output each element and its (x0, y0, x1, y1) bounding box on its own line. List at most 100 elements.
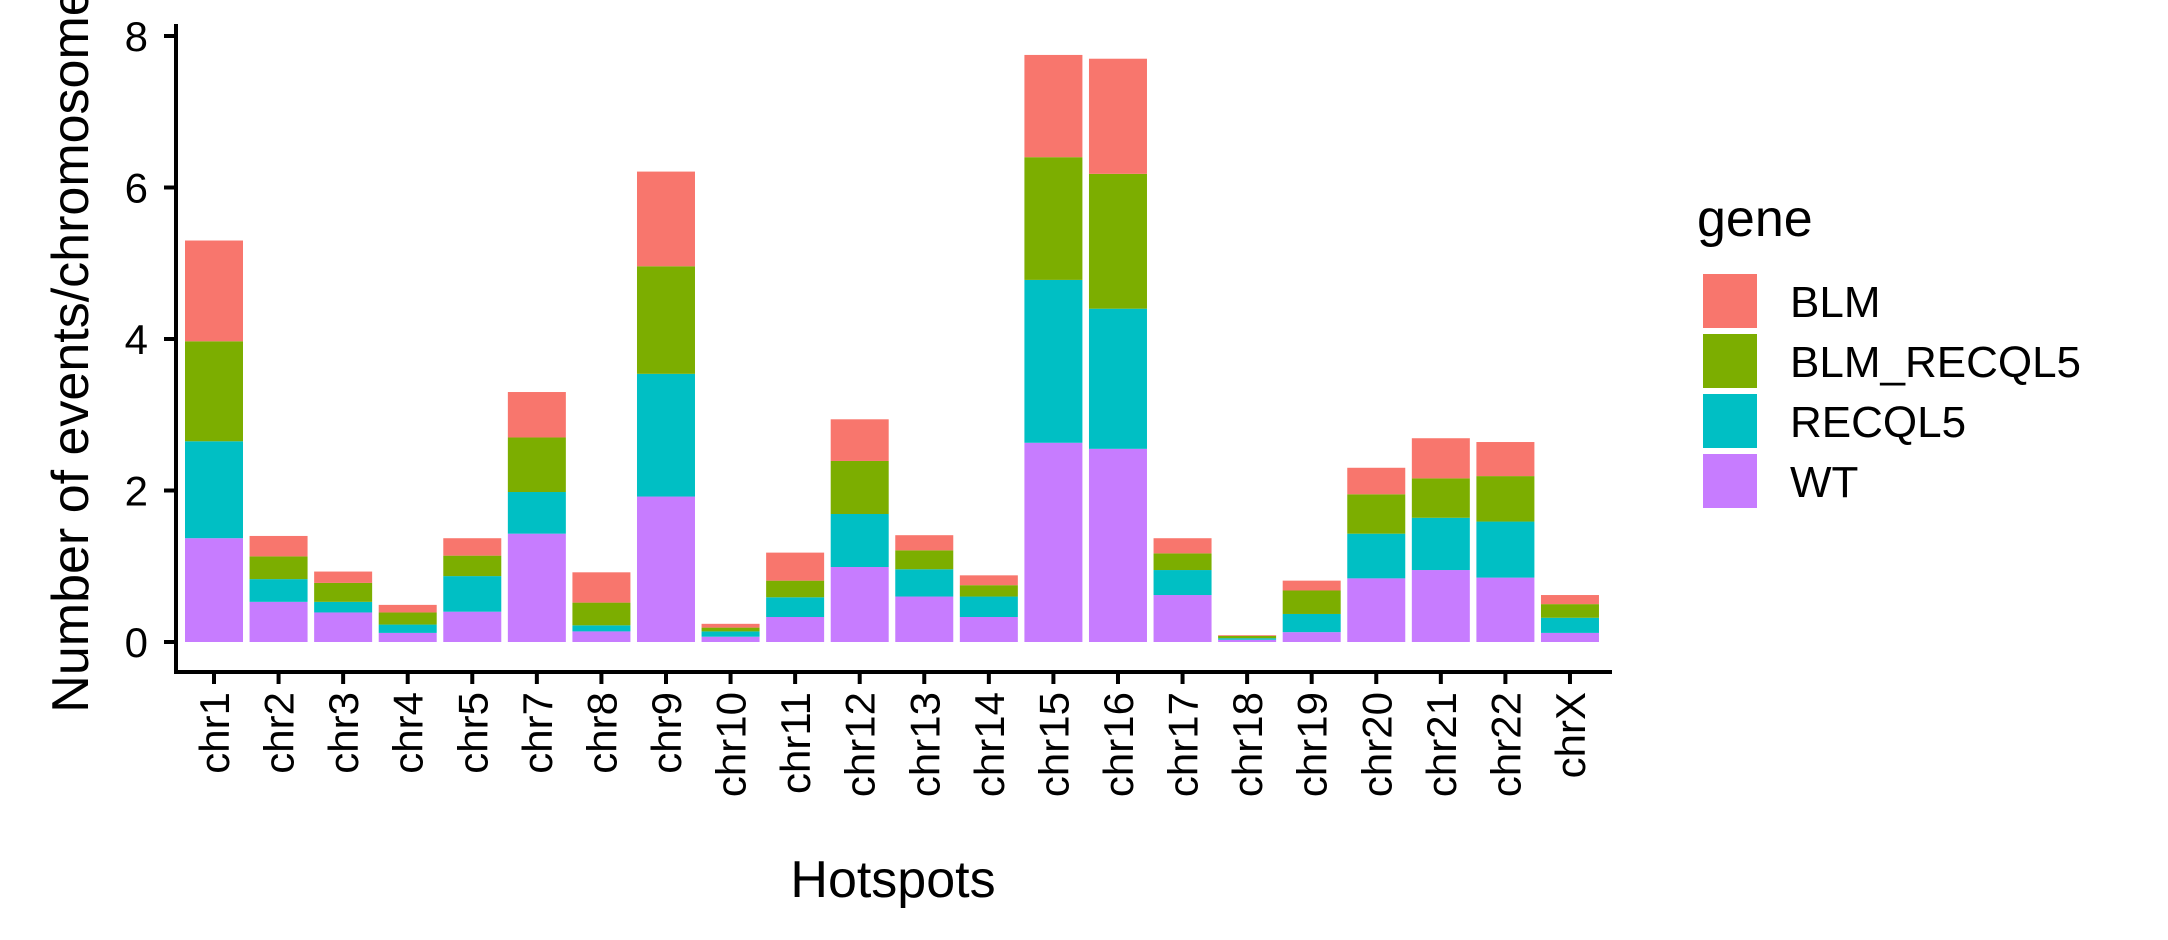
y-tick-label-4: 4 (125, 316, 148, 363)
x-tick-label-chr22: chr22 (1482, 692, 1529, 797)
y-tick-label-8: 8 (125, 13, 148, 60)
bar-chr8-blm-recql5 (572, 602, 631, 626)
x-tick-label-chr19: chr19 (1289, 692, 1336, 797)
x-tick-label-chr9: chr9 (643, 692, 690, 774)
bar-chr10-wt (701, 636, 760, 642)
bar-chr19-wt (1282, 632, 1341, 642)
bar-chr21-blm-recql5 (1411, 478, 1470, 518)
legend-title: gene (1697, 190, 1813, 248)
x-tick-label-chr2: chr2 (256, 692, 303, 774)
bar-chr9-recql5 (636, 373, 695, 497)
bar-chr14-wt (959, 617, 1018, 642)
x-tick-label-chr14: chr14 (966, 692, 1013, 797)
x-tick-label-chr21: chr21 (1418, 692, 1465, 797)
bar-chr16-wt (1088, 448, 1147, 642)
legend: gene BLM BLM_RECQL5 RECQL5 WT (1697, 190, 2081, 508)
bar-chr10-recql5 (701, 631, 760, 637)
bar-chr1-recql5 (185, 441, 243, 539)
legend-label-recql5: RECQL5 (1790, 398, 1966, 447)
bar-chr21-wt (1411, 570, 1470, 642)
bar-chr3-blm (314, 571, 373, 583)
bar-chr14-recql5 (959, 596, 1018, 617)
legend-swatch-recql5 (1703, 394, 1757, 448)
legend-swatch-blm (1703, 274, 1757, 328)
bar-chr3-wt (314, 612, 373, 642)
bar-chr12-blm-recql5 (830, 460, 889, 514)
bar-chr9-blm-recql5 (636, 266, 695, 374)
bar-chr14-blm-recql5 (959, 585, 1018, 597)
bar-chr8-blm (572, 572, 631, 603)
legend-label-wt: WT (1790, 458, 1858, 507)
bar-chr11-recql5 (766, 597, 825, 618)
bar-chr18-blm (1218, 635, 1277, 636)
bar-chr7-recql5 (507, 492, 566, 534)
bar-chrx-wt (1540, 632, 1599, 642)
bar-chr17-blm (1153, 538, 1212, 554)
bar-chr11-wt (766, 617, 825, 642)
bar-chr16-recql5 (1088, 308, 1147, 449)
bar-chr9-blm (636, 171, 695, 267)
bar-chr4-blm (378, 604, 437, 613)
x-tick-label-chr8: chr8 (578, 692, 625, 774)
legend-label-blm: BLM (1790, 278, 1880, 327)
x-tick-label-chr18: chr18 (1224, 692, 1271, 797)
bar-chr13-blm (895, 535, 954, 551)
y-axis-title: Number of events/chromosome (42, 0, 100, 713)
bar-chr20-wt (1347, 578, 1406, 642)
bar-chr14-blm (959, 575, 1018, 586)
bar-chr20-recql5 (1347, 533, 1406, 579)
legend-swatch-wt (1703, 454, 1757, 508)
bar-chr21-blm (1411, 438, 1470, 479)
bar-chr15-blm (1024, 54, 1083, 158)
bar-chr7-blm-recql5 (507, 437, 566, 493)
x-tick-label-chr16: chr16 (1095, 692, 1142, 797)
x-tick-label-chr13: chr13 (901, 692, 948, 797)
bar-chr2-wt (249, 601, 308, 642)
bars-layer (185, 54, 1599, 642)
bar-chr7-blm (507, 392, 566, 438)
bar-chr22-blm (1476, 442, 1535, 477)
bar-chr2-blm (249, 535, 308, 557)
bar-chr11-blm-recql5 (766, 580, 825, 598)
bar-chr16-blm-recql5 (1088, 173, 1147, 309)
legend-label-blm-recql5: BLM_RECQL5 (1790, 338, 2081, 387)
bar-chr5-blm-recql5 (443, 555, 502, 577)
bar-chr19-blm-recql5 (1282, 590, 1341, 614)
x-axis-ticks: chr1 chr2 chr3 chr4 chr5 chr7 chr8 chr9 chr10 chr… (191, 672, 1594, 797)
x-tick-label-chr17: chr17 (1160, 692, 1207, 797)
x-tick-label-chr11: chr11 (772, 692, 819, 794)
bar-chr15-recql5 (1024, 279, 1083, 443)
bar-chr20-blm-recql5 (1347, 494, 1406, 534)
bar-chr2-recql5 (249, 579, 308, 602)
y-tick-label-0: 0 (125, 619, 148, 666)
bar-chr9-wt (636, 496, 695, 642)
bar-chr3-recql5 (314, 601, 373, 613)
bar-chr16-blm (1088, 58, 1147, 174)
bar-chr10-blm (701, 623, 760, 628)
bar-chr5-wt (443, 611, 502, 642)
bar-chr22-blm-recql5 (1476, 476, 1535, 522)
bar-chr17-recql5 (1153, 570, 1212, 596)
bar-chr1-blm (185, 240, 243, 342)
bar-chr1-wt (185, 538, 243, 642)
bar-chr5-blm (443, 538, 502, 556)
bar-chr17-blm-recql5 (1153, 553, 1212, 571)
legend-swatch-blm-recql5 (1703, 334, 1757, 388)
bar-chr22-recql5 (1476, 521, 1535, 578)
bar-chr4-blm-recql5 (378, 612, 437, 625)
x-tick-label-chr5: chr5 (449, 692, 496, 774)
bar-chr10-blm-recql5 (701, 627, 760, 632)
bar-chr12-recql5 (830, 513, 889, 567)
x-tick-label-chr7: chr7 (514, 692, 561, 774)
bar-chr21-recql5 (1411, 517, 1470, 571)
y-axis-ticks: 0 2 4 6 8 (125, 13, 176, 666)
bar-chr15-wt (1024, 442, 1083, 642)
x-tick-label-chrx: chrX (1547, 692, 1594, 778)
bar-chr17-wt (1153, 595, 1212, 642)
x-tick-label-chr3: chr3 (320, 692, 367, 774)
bar-chr18-blm-recql5 (1218, 635, 1277, 639)
bar-chr3-blm-recql5 (314, 582, 373, 602)
bar-chr19-recql5 (1282, 613, 1341, 633)
y-tick-label-6: 6 (125, 165, 148, 212)
x-tick-label-chr10: chr10 (708, 692, 755, 797)
